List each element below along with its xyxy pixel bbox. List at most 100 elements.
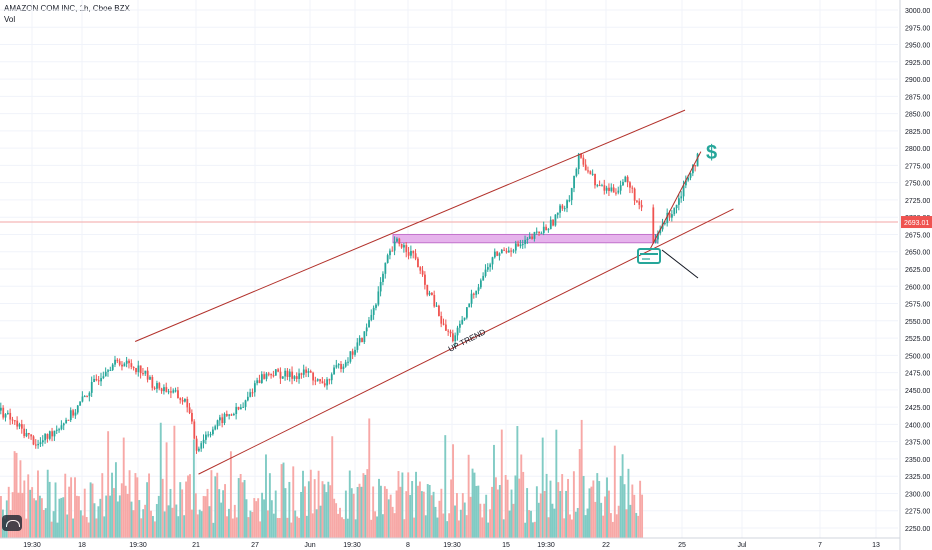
volume-bar [413, 517, 416, 538]
volume-bar [533, 521, 536, 538]
candle [93, 378, 95, 382]
candle [100, 378, 102, 382]
candle [277, 369, 280, 372]
volume-bar [641, 494, 644, 538]
volume-bar [87, 522, 90, 538]
candle [521, 244, 524, 246]
volume-bar [479, 503, 482, 538]
x-tick-label: Jun [304, 542, 315, 549]
candle [356, 342, 359, 350]
volume-bar [327, 481, 330, 538]
y-tick-label: 2325.00 [905, 474, 930, 481]
volume-bar [74, 477, 76, 538]
volume-bar [535, 486, 538, 538]
trend-lines [650, 151, 702, 249]
candle [601, 185, 603, 187]
volume-bar [274, 490, 277, 538]
candle [97, 380, 100, 382]
volume-bar [592, 480, 595, 538]
y-tick-label: 2775.00 [905, 163, 930, 170]
volume-bar [212, 522, 215, 538]
volume-bar [307, 481, 310, 538]
volume-bar [189, 474, 191, 538]
candle [223, 413, 226, 424]
volume-bar [637, 515, 640, 538]
volume-bar [126, 493, 129, 538]
volume-bar [66, 514, 69, 538]
candle [384, 263, 387, 274]
volume-bar [251, 511, 254, 538]
volume-bar [325, 492, 328, 538]
candle [438, 305, 440, 317]
y-tick-label: 2950.00 [905, 43, 930, 50]
candle [274, 369, 277, 376]
candle [631, 187, 634, 189]
volume-bar [190, 509, 193, 538]
candle [382, 273, 384, 282]
candle [582, 157, 585, 165]
volume-bar [288, 481, 291, 538]
volume-bar [530, 510, 532, 538]
candle [60, 425, 63, 430]
candle [333, 367, 335, 375]
y-tick-label: 2250.00 [905, 526, 930, 533]
candle [440, 316, 443, 324]
volume-bar [305, 515, 308, 538]
volume-bar [356, 486, 359, 538]
volume-bar [385, 488, 388, 538]
volume-bar [463, 502, 466, 538]
candle [510, 250, 513, 252]
y-tick-label: 2450.00 [905, 388, 930, 395]
volume-bar [549, 480, 552, 538]
candle [675, 204, 678, 209]
x-tick-label: 25 [678, 542, 686, 549]
volume-bar [216, 472, 219, 538]
candle [116, 359, 119, 362]
y-tick-label: 2600.00 [905, 284, 930, 291]
candle [179, 398, 182, 400]
candle [37, 443, 40, 446]
volume-bar [563, 518, 566, 538]
volume-bar [77, 496, 80, 538]
volume-bar [44, 508, 47, 538]
x-tick-label: 21 [192, 542, 200, 549]
candle [386, 255, 389, 264]
y-tick-label: 2800.00 [905, 146, 930, 153]
volume-bar [68, 486, 71, 538]
volume-bar [208, 506, 211, 538]
candle [610, 187, 613, 191]
volume-bar [72, 518, 75, 538]
volume-bar [547, 517, 550, 538]
volume-bar [79, 510, 82, 538]
volume-bar [116, 501, 119, 538]
volume-bar [457, 520, 460, 538]
candle [95, 378, 98, 381]
candle [337, 364, 340, 366]
candle [23, 428, 26, 437]
candle [533, 232, 536, 239]
candle [421, 270, 424, 275]
candle [400, 244, 403, 248]
volume-bar [561, 474, 564, 538]
candle [123, 363, 126, 367]
volume-bar [249, 510, 252, 538]
volume-bar [576, 507, 579, 538]
candle [216, 420, 219, 427]
candle [30, 434, 33, 437]
candle [454, 335, 457, 342]
volume-bar [432, 491, 435, 538]
volume-bar [411, 481, 414, 538]
candle [554, 214, 557, 226]
volume-bar [304, 486, 306, 538]
channel-upper-line[interactable] [134, 109, 686, 342]
volume-bar [42, 509, 45, 538]
axis-bg [900, 0, 932, 550]
volume-bar [520, 454, 523, 538]
candle [270, 373, 273, 376]
volume-bar [140, 518, 143, 538]
y-tick-label: 2925.00 [905, 60, 930, 67]
candle [389, 250, 391, 256]
volume-bar [245, 499, 248, 538]
volume-bar [539, 493, 542, 538]
